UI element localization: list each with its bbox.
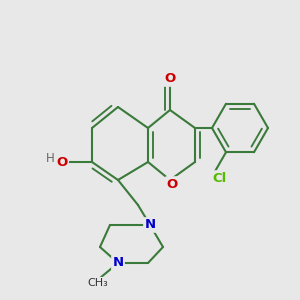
Text: Cl: Cl xyxy=(212,172,226,184)
Text: N: N xyxy=(144,218,156,232)
Text: O: O xyxy=(167,178,178,190)
Text: N: N xyxy=(112,256,124,269)
Text: CH₃: CH₃ xyxy=(88,278,108,288)
Text: O: O xyxy=(56,155,68,169)
Text: H: H xyxy=(46,152,54,164)
Text: O: O xyxy=(164,73,175,85)
